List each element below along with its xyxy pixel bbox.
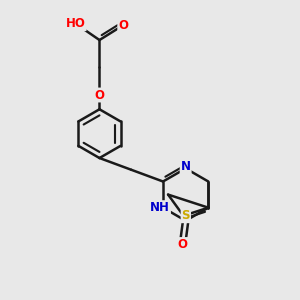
Text: NH: NH: [150, 201, 170, 214]
Text: O: O: [178, 238, 188, 251]
Text: S: S: [182, 209, 190, 222]
Text: HO: HO: [66, 17, 86, 30]
Text: N: N: [181, 160, 191, 173]
Text: O: O: [118, 19, 128, 32]
Text: O: O: [94, 88, 104, 101]
